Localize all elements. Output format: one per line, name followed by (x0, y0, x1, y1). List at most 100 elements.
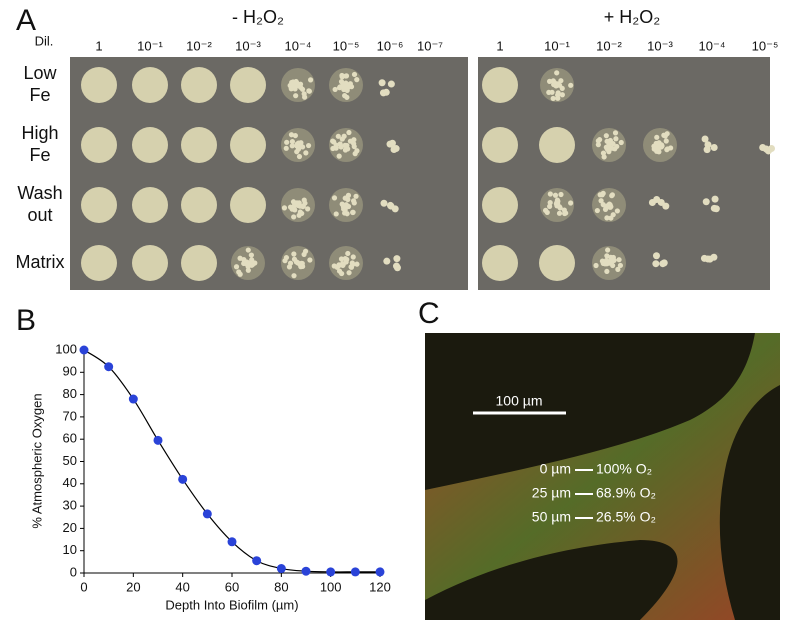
colony (604, 146, 610, 152)
colony (352, 151, 358, 157)
colony-spot (81, 245, 117, 281)
oxygen-label: 100% O₂ (596, 461, 652, 477)
colony-spot (132, 187, 168, 223)
colony (294, 143, 300, 149)
data-point (276, 564, 286, 574)
dilution-label: 10⁻² (186, 38, 212, 53)
depth-label: 0 µm (540, 461, 571, 477)
colony (351, 141, 357, 147)
colony-spot (230, 67, 266, 103)
colony (663, 138, 669, 144)
colony (711, 195, 719, 203)
colony (380, 199, 388, 207)
colony (303, 150, 309, 156)
colony (614, 208, 620, 214)
colony (249, 262, 255, 268)
colony (612, 130, 619, 136)
colony (331, 195, 338, 201)
colony (568, 82, 574, 88)
colony (291, 273, 297, 279)
colony (553, 81, 559, 87)
dilution-label: 10⁻⁶ (377, 38, 404, 53)
colony (307, 257, 313, 263)
colony (556, 210, 563, 216)
row-label: Low (23, 63, 57, 83)
colony (547, 200, 553, 206)
colony (340, 262, 346, 268)
colony-spot (81, 67, 117, 103)
colony (614, 143, 620, 150)
x-tick-label: 40 (175, 579, 189, 594)
colony (378, 79, 386, 87)
colony (568, 200, 574, 206)
colony (613, 136, 619, 142)
colony (383, 257, 391, 265)
colony (392, 145, 400, 153)
colony (289, 138, 295, 145)
depth-label: 50 µm (532, 509, 571, 525)
colony (595, 138, 601, 144)
colony (652, 260, 660, 268)
condition-title: + H₂O₂ (604, 7, 661, 27)
colony (297, 81, 304, 87)
colony (600, 202, 606, 208)
colony (330, 145, 336, 152)
colony (617, 262, 624, 269)
colony (609, 193, 615, 199)
data-point (153, 435, 163, 445)
colony-spot (132, 67, 168, 103)
dilution-label: 10⁻⁴ (285, 38, 312, 53)
colony (600, 190, 606, 196)
colony (659, 260, 667, 268)
colony (351, 71, 358, 78)
colony (656, 140, 662, 147)
colony (651, 146, 657, 152)
y-tick-label: 10 (63, 542, 77, 557)
colony (300, 263, 306, 270)
colony (662, 202, 670, 210)
row-label: Wash (17, 183, 62, 203)
colony (334, 264, 340, 270)
row-label: Fe (29, 85, 50, 105)
y-tick-label: 100 (55, 341, 77, 356)
colony (342, 142, 348, 148)
colony (609, 255, 615, 261)
colony (288, 132, 295, 138)
row-label: out (27, 205, 52, 225)
colony (345, 192, 352, 198)
colony (301, 251, 307, 258)
dilution-label: 10⁻⁵ (752, 38, 779, 53)
colony-spot (132, 127, 168, 163)
colony (245, 267, 251, 273)
colony (653, 195, 661, 203)
colony (283, 145, 289, 151)
colony (284, 139, 290, 145)
panel-label: C (418, 297, 440, 330)
colony (233, 264, 240, 270)
colony (557, 205, 563, 211)
colony-spot (181, 245, 217, 281)
colony (305, 206, 311, 212)
colony (652, 252, 660, 260)
oxygen-label: 26.5% O₂ (596, 509, 656, 525)
colony (336, 153, 342, 159)
colony (603, 133, 609, 139)
colony (296, 153, 303, 160)
x-tick-label: 0 (80, 579, 87, 594)
colony (354, 261, 360, 267)
colony (306, 88, 312, 94)
scale-bar-label: 100 µm (496, 393, 543, 409)
colony-spot (482, 127, 518, 163)
colony (351, 200, 357, 206)
colony (558, 78, 564, 84)
x-tick-label: 120 (369, 579, 391, 594)
colony (296, 201, 302, 207)
colony-spot (81, 127, 117, 163)
data-point (252, 556, 262, 566)
colony-spot (539, 245, 575, 281)
x-tick-label: 20 (126, 579, 140, 594)
colony (338, 256, 345, 262)
colony (605, 247, 611, 253)
colony (379, 89, 387, 97)
y-tick-label: 60 (63, 431, 77, 446)
